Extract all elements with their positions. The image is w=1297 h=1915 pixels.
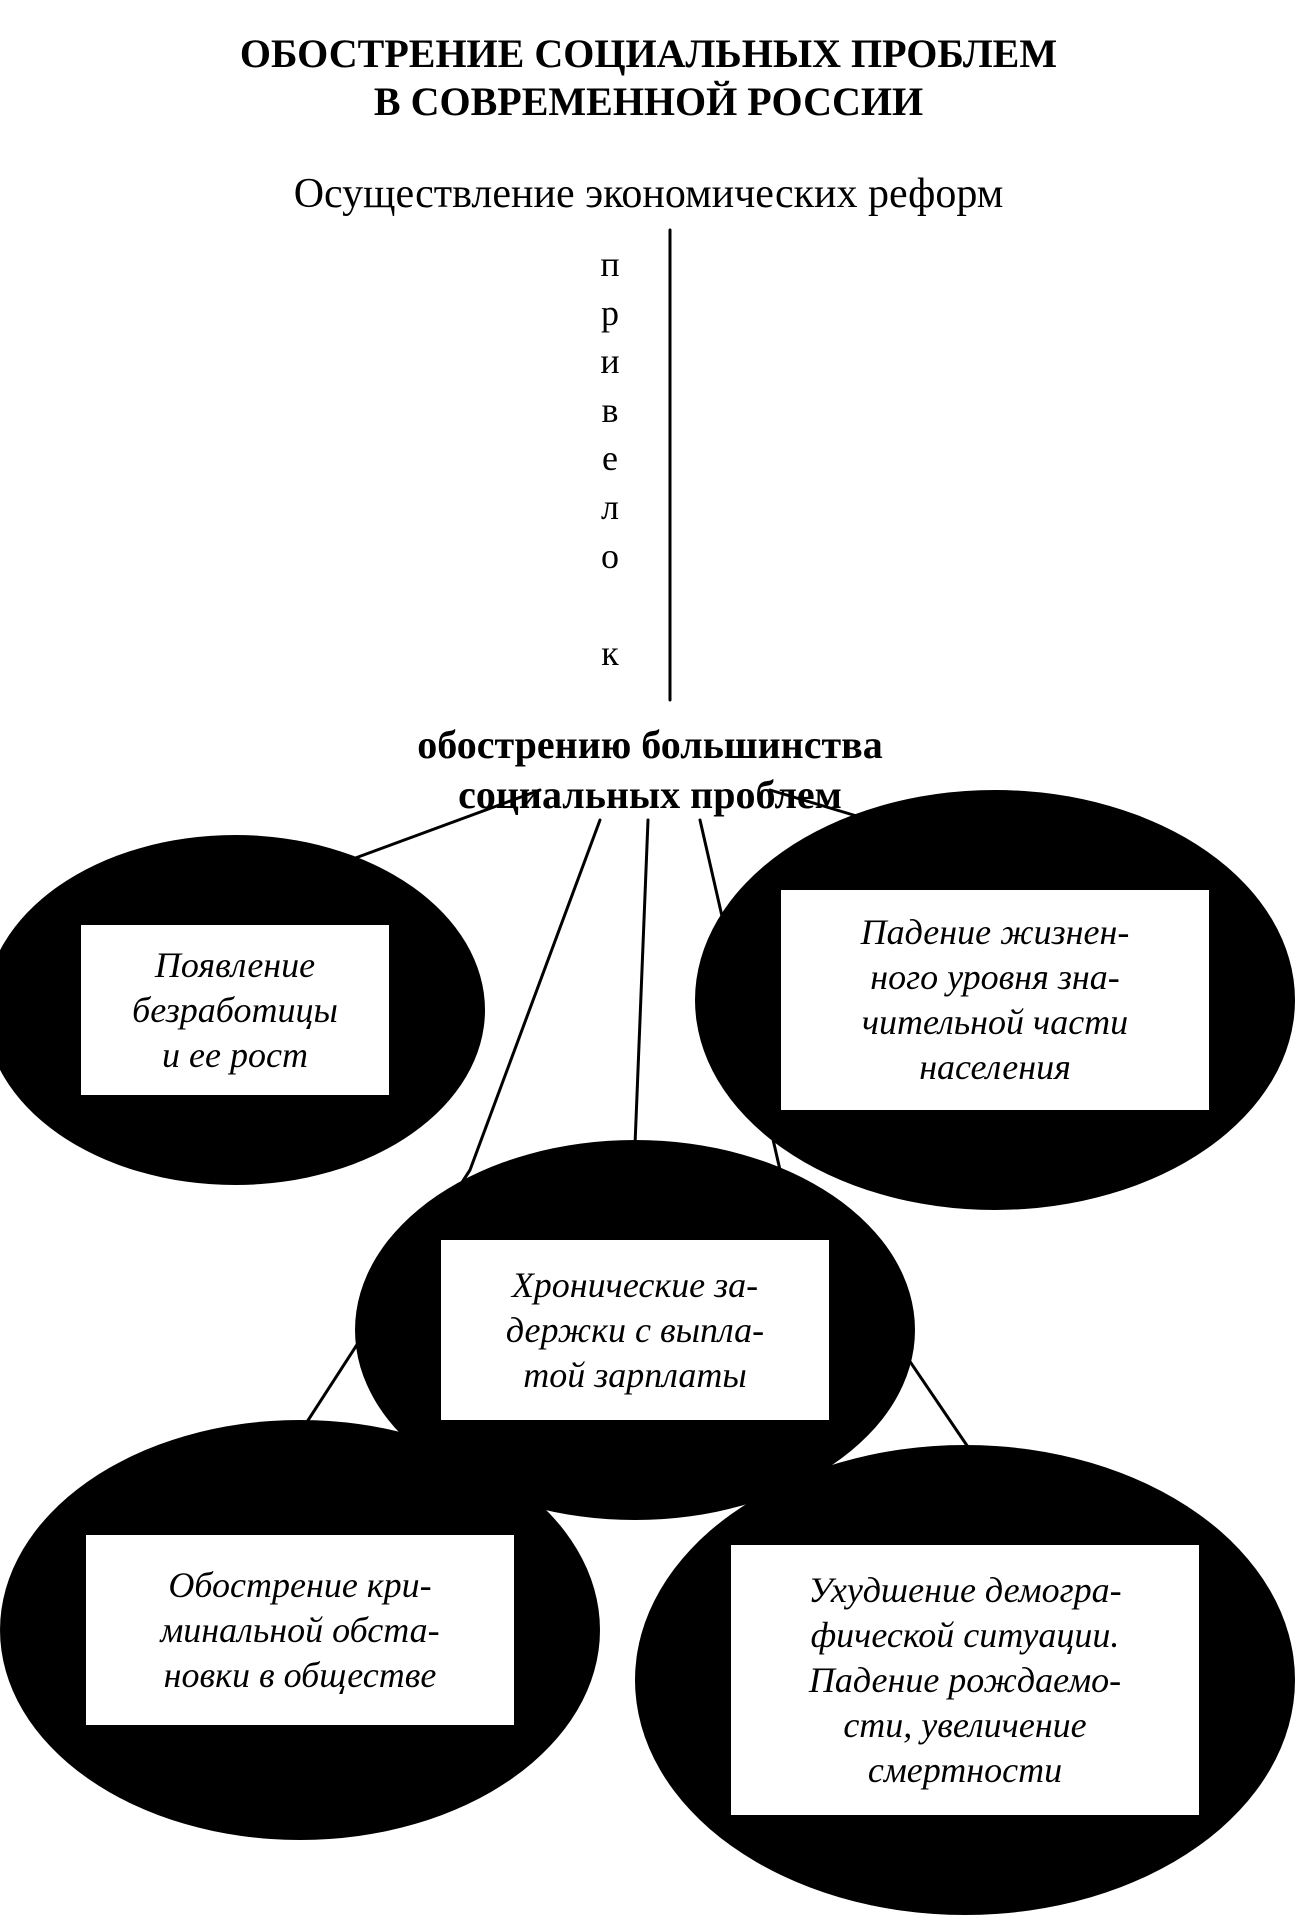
node-label-line: фической ситуации. xyxy=(811,1613,1120,1658)
node-label-line: смертности xyxy=(868,1748,1062,1793)
title-line2: В СОВРЕМЕННОЙ РОССИИ xyxy=(374,79,923,124)
node-label-living-standard: Падение жизнен-ного уровня зна-чительной… xyxy=(780,889,1210,1111)
central-line2: социальных проблем xyxy=(458,772,842,817)
node-label-line: минальной обста- xyxy=(160,1608,439,1653)
node-label-criminal: Обострение кри-минальной обста-новки в о… xyxy=(85,1534,515,1726)
title-line1: ОБОСТРЕНИЕ СОЦИАЛЬНЫХ ПРОБЛЕМ xyxy=(240,31,1057,76)
vertical-letter xyxy=(590,580,630,629)
vertical-letter: е xyxy=(590,434,630,483)
vertical-letter: п xyxy=(590,240,630,289)
node-label-line: сти, увеличение xyxy=(843,1703,1086,1748)
subtitle: Осуществление экономических реформ xyxy=(0,170,1297,218)
node-label-line: Падение жизнен- xyxy=(861,910,1130,955)
diagram-stage: ОБОСТРЕНИЕ СОЦИАЛЬНЫХ ПРОБЛЕМ В СОВРЕМЕН… xyxy=(0,0,1297,1910)
node-label-line: населения xyxy=(919,1045,1071,1090)
node-label-salary-delays: Хронические за-держки с выпла-той зарпла… xyxy=(440,1239,830,1421)
central-line1: обострению большинства xyxy=(417,722,882,767)
vertical-letter: в xyxy=(590,386,630,435)
node-label-line: Ухудшение демогра- xyxy=(808,1568,1121,1613)
node-label-line: Падение рождаемо- xyxy=(809,1658,1121,1703)
vertical-letter: и xyxy=(590,337,630,386)
node-label-demographic: Ухудшение демогра-фической ситуации.Паде… xyxy=(730,1544,1200,1816)
vertical-word: привело к xyxy=(590,240,630,677)
node-label-line: Хронические за- xyxy=(512,1263,758,1308)
node-label-unemployment: Появлениебезработицыи ее рост xyxy=(80,924,390,1096)
node-label-line: Появление xyxy=(155,943,315,988)
node-label-line: чительной части xyxy=(862,1000,1128,1045)
node-demographic: Ухудшение демогра-фической ситуации.Паде… xyxy=(635,1445,1295,1915)
vertical-letter: к xyxy=(590,629,630,678)
vertical-letter: о xyxy=(590,532,630,581)
node-living-standard: Падение жизнен-ного уровня зна-чительной… xyxy=(695,790,1295,1210)
node-label-line: ного уровня зна- xyxy=(870,955,1120,1000)
node-label-line: и ее рост xyxy=(162,1033,308,1078)
main-title: ОБОСТРЕНИЕ СОЦИАЛЬНЫХ ПРОБЛЕМ В СОВРЕМЕН… xyxy=(0,30,1297,126)
node-label-line: той зарплаты xyxy=(523,1353,747,1398)
node-criminal: Обострение кри-минальной обста-новки в о… xyxy=(0,1420,600,1840)
node-label-line: безработицы xyxy=(132,988,338,1033)
node-label-line: держки с выпла- xyxy=(506,1308,764,1353)
vertical-letter: р xyxy=(590,289,630,338)
vertical-letter: л xyxy=(590,483,630,532)
node-unemployment: Появлениебезработицыи ее рост xyxy=(0,835,485,1185)
node-label-line: Обострение кри- xyxy=(168,1563,431,1608)
node-label-line: новки в обществе xyxy=(164,1653,437,1698)
